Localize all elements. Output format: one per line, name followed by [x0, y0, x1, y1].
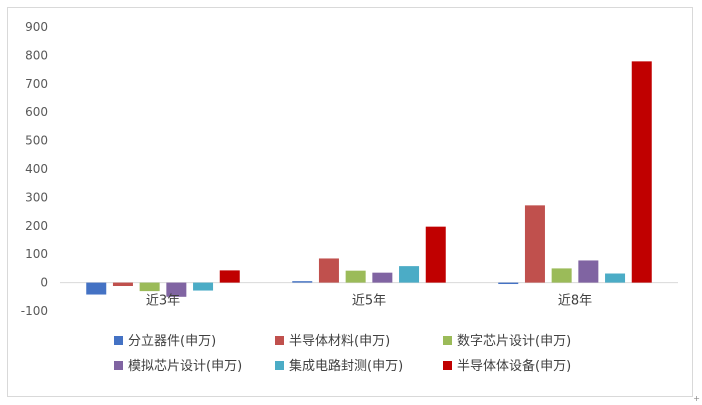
y-axis-ticks: -100 0 100 200 300 400 500 600 700 800 900 [21, 20, 48, 318]
y-tick-label: 700 [25, 77, 48, 91]
bar [166, 282, 187, 297]
legend-swatch [443, 336, 452, 345]
legend-swatch [275, 336, 284, 345]
y-tick-label: 600 [25, 105, 48, 119]
legend-label: 集成电路封测(申万) [289, 358, 403, 374]
y-tick-label: 900 [25, 20, 48, 34]
y-tick-label: 500 [25, 134, 48, 148]
y-tick-label: 300 [25, 190, 48, 204]
bar [292, 281, 313, 283]
y-tick-label: 200 [25, 219, 48, 233]
bar [219, 270, 240, 283]
bar [498, 282, 519, 285]
bar [318, 258, 339, 283]
legend-swatch [114, 336, 123, 345]
bar [524, 205, 545, 283]
category-labels: 近3年 近5年 近8年 [146, 294, 592, 309]
y-tick-label: 100 [25, 247, 48, 261]
bar [631, 61, 652, 283]
chart-frame [7, 7, 693, 397]
legend-label: 模拟芯片设计(申万) [128, 359, 242, 374]
legend-label: 分立器件(申万) [128, 334, 216, 349]
y-tick-label: 0 [40, 276, 48, 290]
category-label: 近3年 [146, 294, 180, 309]
bar [193, 282, 214, 291]
bar [399, 266, 420, 283]
bar [139, 282, 160, 292]
bars-group [86, 61, 652, 297]
bar [425, 226, 446, 283]
bar [372, 272, 393, 283]
bar [345, 270, 366, 283]
bar [551, 268, 572, 283]
bar [86, 282, 107, 295]
legend-label: 半导体体设备(申万) [457, 358, 571, 374]
legend-swatch [443, 361, 452, 370]
legend-swatch [275, 361, 284, 370]
legend-label: 半导体材料(申万) [289, 334, 390, 349]
y-tick-label: 800 [25, 48, 48, 62]
bar [112, 282, 133, 287]
category-label: 近5年 [352, 294, 386, 309]
y-tick-label: 400 [25, 162, 48, 176]
category-label: 近8年 [558, 294, 592, 309]
y-tick-label: -100 [21, 304, 48, 318]
bar [578, 260, 599, 283]
legend-swatch [114, 361, 123, 370]
legend: 分立器件(申万) 半导体材料(申万) 数字芯片设计(申万) 模拟芯片设计(申万) 集成电… [114, 334, 571, 374]
bar [605, 273, 626, 283]
resize-handle-icon: + [693, 394, 700, 403]
legend-label: 数字芯片设计(申万) [457, 334, 571, 349]
